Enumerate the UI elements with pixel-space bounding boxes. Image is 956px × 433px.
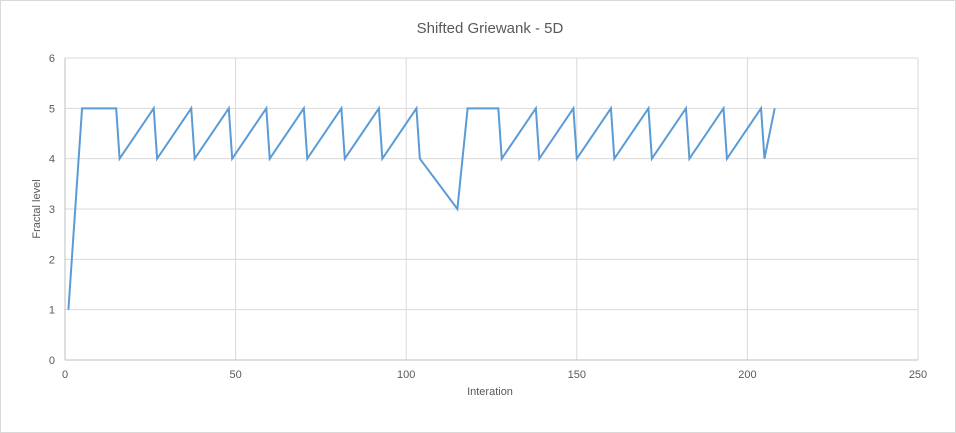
series-line [67,105,776,310]
x-tick-label: 50 [229,369,241,381]
x-tick-label: 150 [568,369,586,381]
y-tick-labels: 0 1 2 3 4 5 6 [49,53,55,367]
x-tick-label: 100 [397,369,415,381]
x-tick-label: 200 [738,369,756,381]
y-tick-label: 3 [49,204,55,216]
y-tick-label: 1 [49,305,55,317]
x-tick-label: 250 [909,369,927,381]
chart-title: Shifted Griewank - 5D [417,20,564,37]
y-tick-label: 5 [49,103,55,115]
x-tick-label: 0 [62,369,68,381]
y-tick-label: 6 [49,53,55,65]
y-tick-label: 0 [49,355,55,367]
series-layer [67,105,776,310]
y-axis-title: Fractal level [31,179,43,238]
x-axis-title: Interation [467,386,513,398]
x-tick-labels: 0 50 100 150 200 250 [62,369,927,381]
y-tick-label: 2 [49,254,55,266]
y-tick-label: 4 [49,154,55,166]
gridlines [64,57,919,361]
